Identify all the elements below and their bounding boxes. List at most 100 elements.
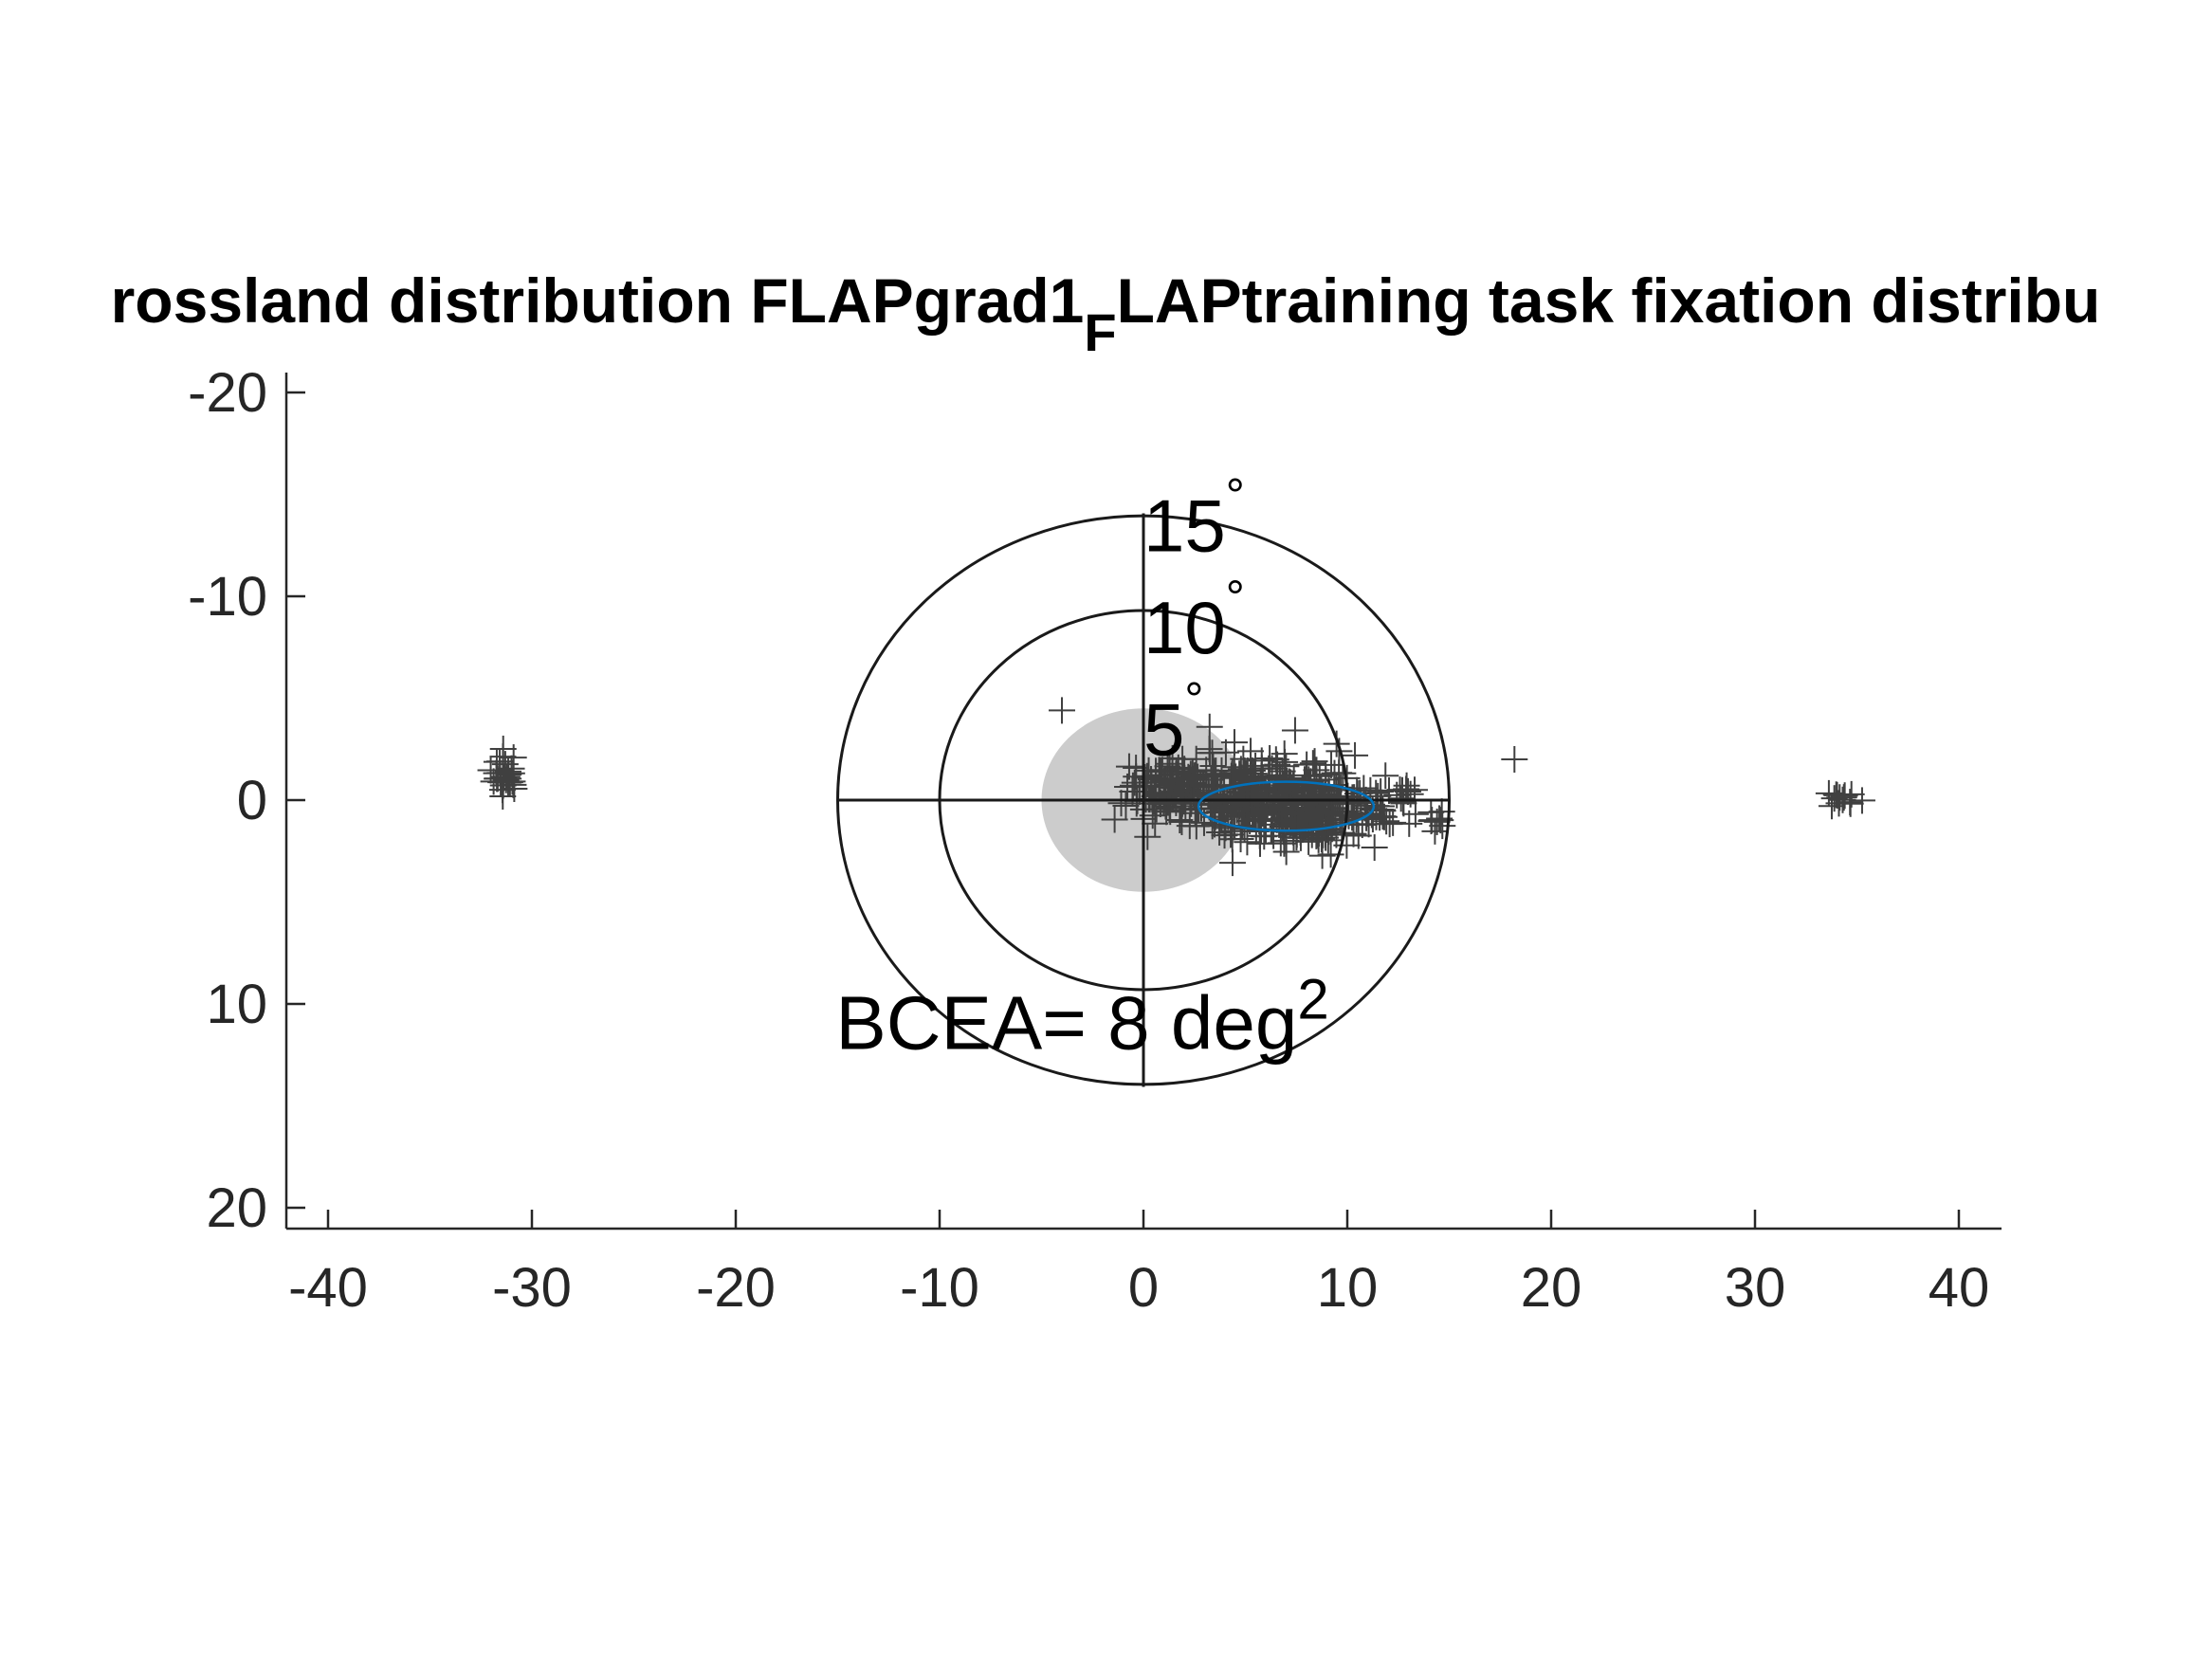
fixation-point: [1179, 757, 1206, 785]
fixation-point: [1429, 812, 1456, 840]
x-tick-label: -40: [288, 1257, 368, 1319]
fixation-point: [1373, 808, 1400, 835]
fixation-point: [1154, 780, 1181, 808]
fixation-point: [1156, 750, 1183, 777]
fixation-point: [1159, 744, 1186, 772]
fixation-point: [1299, 750, 1326, 777]
y-tick-label: -10: [188, 566, 267, 628]
fixation-point: [492, 766, 520, 793]
x-tick-label: 10: [1317, 1257, 1379, 1319]
fixation-point: [1386, 776, 1414, 804]
fixation-point: [1273, 779, 1301, 807]
fixation-point: [1309, 811, 1337, 838]
x-tick-label: 30: [1725, 1257, 1786, 1319]
y-tick-label: 20: [206, 1177, 267, 1239]
fixation-point: [499, 768, 526, 795]
plot-area: 5°10°15° BCEA= 8 deg2: [477, 469, 1875, 1087]
fixation-point: [489, 782, 517, 810]
fixation-point: [1175, 770, 1202, 797]
fixation-point: [483, 748, 510, 775]
fixation-point: [1361, 834, 1388, 862]
fixation-point: [1393, 772, 1420, 799]
fixation-point: [1362, 779, 1390, 807]
fixation-point: [1134, 823, 1161, 850]
fixation-point: [1314, 827, 1342, 854]
fixation-point: [1220, 729, 1248, 757]
ring-label-15: 15°: [1143, 469, 1245, 568]
fixation-point: [1182, 745, 1210, 773]
fixation-point: [1166, 807, 1194, 834]
y-ticks: -20 -10 0 10 20: [188, 362, 305, 1239]
fixation-point: [1206, 819, 1234, 847]
y-tick-label: 10: [206, 974, 267, 1035]
fixation-point: [1168, 808, 1196, 835]
fixation-point: [1818, 793, 1845, 820]
fixation-point: [1294, 799, 1322, 827]
axes: -40 -30 -20 -10 0 10 20 30 40 -20 -10 0 10 20: [188, 362, 2002, 1319]
fixation-point: [1182, 812, 1210, 840]
fixation-point: [1231, 791, 1258, 818]
chart-title-rest: LAPtraining task fixation distribu: [1117, 265, 2101, 336]
fixation-point: [1202, 757, 1230, 785]
x-ticks: -40 -30 -20 -10 0 10 20 30 40: [288, 1210, 1989, 1319]
bcea-ellipse-layer: [1197, 780, 1376, 832]
fixation-point: [1401, 800, 1429, 828]
fixation-point: [1501, 746, 1528, 773]
fixation-point: [1159, 775, 1186, 802]
fixation-point: [1354, 800, 1381, 828]
fixation-point: [1218, 849, 1246, 877]
x-tick-label: -20: [696, 1257, 776, 1319]
fixation-point: [1292, 761, 1320, 789]
fixation-point: [1290, 766, 1318, 793]
fixation-point: [1107, 790, 1135, 817]
fixation-point: [1272, 838, 1300, 866]
fixation-point: [1311, 820, 1339, 848]
y-tick-label: 0: [237, 770, 267, 831]
fixation-point: [1421, 817, 1449, 845]
fixation-point: [1101, 806, 1128, 833]
fixation-point: [1380, 809, 1407, 836]
x-tick-label: 0: [1128, 1257, 1159, 1319]
fixation-point: [1255, 763, 1283, 791]
fixation-point: [1323, 730, 1350, 757]
fixation-point: [1333, 831, 1361, 859]
fixation-point: [1271, 748, 1299, 775]
fixation-point: [1282, 810, 1309, 837]
fixation-point: [1350, 775, 1378, 802]
y-tick-label: -20: [188, 362, 267, 424]
crosshair: [837, 513, 1450, 1087]
fixation-point: [1212, 814, 1239, 842]
chart-title-main: rossland distribution FLAPgrad1: [111, 265, 1085, 336]
fixation-point: [1372, 762, 1399, 790]
ring-label-5: 5°: [1143, 673, 1203, 772]
x-tick-label: 40: [1929, 1257, 1990, 1319]
ring-labels: 5°10°15°: [1143, 469, 1245, 772]
fixation-point: [1112, 792, 1140, 819]
fixation-point: [494, 769, 521, 796]
fixation-point: [1266, 811, 1293, 838]
fixation-point: [1352, 790, 1380, 817]
fixation-point: [1115, 753, 1143, 780]
fixation-point: [1196, 713, 1223, 740]
fixation-point: [1241, 780, 1269, 808]
fixation-point: [1199, 752, 1227, 779]
x-tick-label: -10: [900, 1257, 979, 1319]
ring-label-10: 10°: [1143, 571, 1245, 669]
bcea-label-superscript: 2: [1297, 967, 1328, 1030]
fixation-point: [1342, 741, 1369, 769]
chart-title: rossland distribution FLAPgrad1FLAPtrain…: [111, 265, 2101, 362]
fixation-point: [1301, 748, 1328, 775]
fixation-point: [1211, 797, 1238, 825]
fixation-markers: [477, 697, 1875, 877]
chart-title-subscript: F: [1084, 302, 1116, 362]
fixation-point: [1133, 764, 1161, 792]
fixation-point: [1218, 826, 1246, 853]
fixation-point: [1376, 811, 1403, 838]
x-tick-label: -30: [492, 1257, 572, 1319]
x-tick-label: 20: [1521, 1257, 1582, 1319]
fixation-point: [1281, 717, 1308, 744]
fixation-point: [1189, 772, 1216, 799]
fixation-point: [1049, 697, 1075, 724]
fixation-point: [489, 743, 517, 771]
